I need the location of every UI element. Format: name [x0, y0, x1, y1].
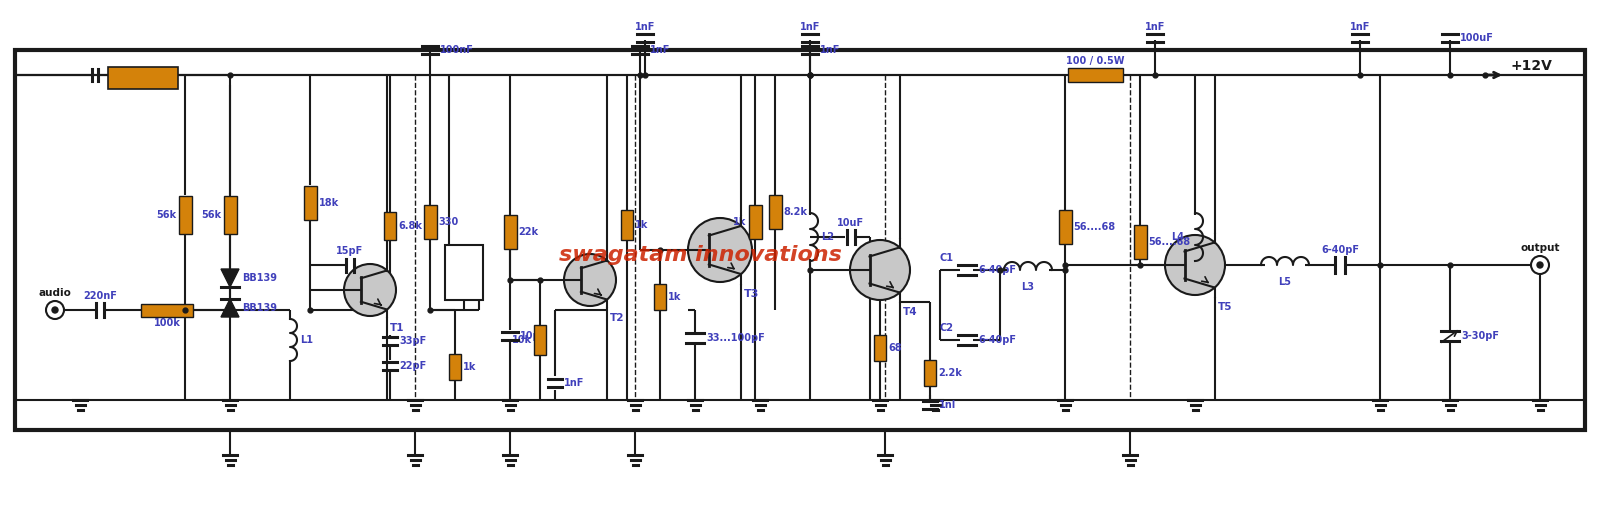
Circle shape [688, 218, 752, 282]
FancyBboxPatch shape [1134, 225, 1146, 259]
Text: T2: T2 [609, 313, 624, 322]
Text: 6-40pF: 6-40pF [1321, 245, 1359, 255]
Circle shape [53, 307, 58, 313]
FancyBboxPatch shape [504, 215, 516, 249]
Text: 100nF: 100nF [440, 45, 473, 55]
Circle shape [851, 240, 910, 300]
FancyBboxPatch shape [924, 360, 935, 386]
Text: 1k: 1k [732, 217, 747, 227]
Text: audio: audio [38, 288, 72, 298]
Text: 56....68: 56....68 [1148, 237, 1191, 247]
Text: 1nF: 1nF [820, 45, 841, 55]
Text: 18k: 18k [318, 198, 339, 208]
FancyBboxPatch shape [445, 245, 483, 300]
Circle shape [1530, 256, 1549, 274]
Text: 1nF: 1nF [635, 22, 656, 32]
FancyBboxPatch shape [141, 303, 193, 317]
FancyBboxPatch shape [534, 325, 545, 355]
Text: C2: C2 [940, 323, 955, 333]
FancyBboxPatch shape [449, 354, 461, 380]
Text: 1nF: 1nF [651, 45, 670, 55]
Text: 15pF: 15pF [336, 247, 363, 256]
Polygon shape [221, 269, 238, 287]
Circle shape [1166, 235, 1225, 295]
Text: 56....68: 56....68 [1073, 222, 1116, 232]
FancyBboxPatch shape [748, 205, 761, 239]
Text: 3-30pF: 3-30pF [1461, 331, 1498, 341]
Text: 2: 2 [461, 285, 467, 295]
Text: L1: L1 [301, 335, 313, 345]
Text: 22pF: 22pF [400, 361, 427, 371]
Text: L4: L4 [1170, 232, 1183, 242]
Text: 10pF: 10pF [520, 331, 547, 341]
Text: 3: 3 [446, 285, 453, 295]
Text: 10k: 10k [512, 335, 532, 345]
Text: 1: 1 [477, 285, 481, 295]
Text: 1nF: 1nF [800, 22, 820, 32]
Text: 10uF: 10uF [838, 218, 865, 228]
Text: 22k: 22k [518, 227, 539, 237]
Text: T3: T3 [744, 289, 760, 299]
Text: C1: C1 [940, 253, 955, 263]
Text: 6-40pF: 6-40pF [979, 265, 1015, 275]
Text: 100k: 100k [154, 318, 181, 329]
Text: 1nI: 1nI [939, 400, 956, 410]
Text: 33pF: 33pF [400, 336, 427, 346]
Text: 1nF: 1nF [1350, 22, 1370, 32]
Text: 1nF: 1nF [1145, 22, 1166, 32]
Text: output: output [1521, 243, 1559, 253]
FancyBboxPatch shape [1068, 68, 1122, 82]
Text: 100 / 0.5W: 100 / 0.5W [1067, 56, 1124, 66]
FancyBboxPatch shape [304, 186, 317, 220]
Text: 7809: 7809 [448, 260, 480, 270]
Text: 33...100pF: 33...100pF [707, 333, 764, 343]
Text: 1k: 1k [635, 220, 648, 230]
Text: 8.2k: 8.2k [784, 207, 807, 217]
FancyBboxPatch shape [654, 284, 667, 310]
Text: T5: T5 [1217, 302, 1231, 312]
FancyBboxPatch shape [620, 210, 633, 240]
Circle shape [1537, 262, 1543, 268]
Text: 56k: 56k [201, 210, 222, 220]
Text: 1k: 1k [668, 292, 681, 302]
Text: swagatam innovations: swagatam innovations [558, 245, 841, 265]
FancyBboxPatch shape [109, 67, 177, 89]
FancyBboxPatch shape [384, 212, 397, 240]
Text: 1k: 1k [464, 362, 477, 372]
Polygon shape [221, 299, 238, 317]
Text: L2: L2 [820, 232, 835, 242]
Text: +12V: +12V [1509, 59, 1553, 73]
Text: 56k: 56k [157, 210, 176, 220]
Text: 68: 68 [887, 343, 902, 353]
Text: 100uF: 100uF [1460, 33, 1493, 43]
Text: T4: T4 [902, 307, 918, 317]
Text: 2.2k: 2.2k [939, 368, 963, 378]
Text: 6.8k: 6.8k [398, 221, 422, 231]
Text: BB139: BB139 [241, 273, 277, 283]
Text: L5: L5 [1279, 277, 1292, 287]
Text: T1: T1 [390, 322, 405, 333]
Text: 1nF: 1nF [564, 378, 584, 388]
Circle shape [564, 254, 616, 306]
Text: 330: 330 [438, 217, 459, 227]
Circle shape [344, 264, 397, 316]
FancyBboxPatch shape [1059, 210, 1071, 244]
Text: BB139: BB139 [241, 303, 277, 313]
Text: freq. adjust
10k linear: freq. adjust 10k linear [115, 68, 171, 88]
Text: L3: L3 [1022, 282, 1035, 292]
Circle shape [46, 301, 64, 319]
FancyBboxPatch shape [224, 196, 237, 234]
Text: 6-40pF: 6-40pF [979, 335, 1015, 345]
FancyBboxPatch shape [424, 205, 437, 239]
FancyBboxPatch shape [179, 196, 192, 234]
FancyBboxPatch shape [875, 335, 886, 361]
FancyBboxPatch shape [14, 50, 1585, 430]
Text: 220nF: 220nF [83, 291, 117, 301]
FancyBboxPatch shape [769, 195, 782, 229]
